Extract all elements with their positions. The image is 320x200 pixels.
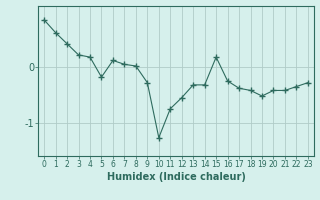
X-axis label: Humidex (Indice chaleur): Humidex (Indice chaleur)	[107, 172, 245, 182]
